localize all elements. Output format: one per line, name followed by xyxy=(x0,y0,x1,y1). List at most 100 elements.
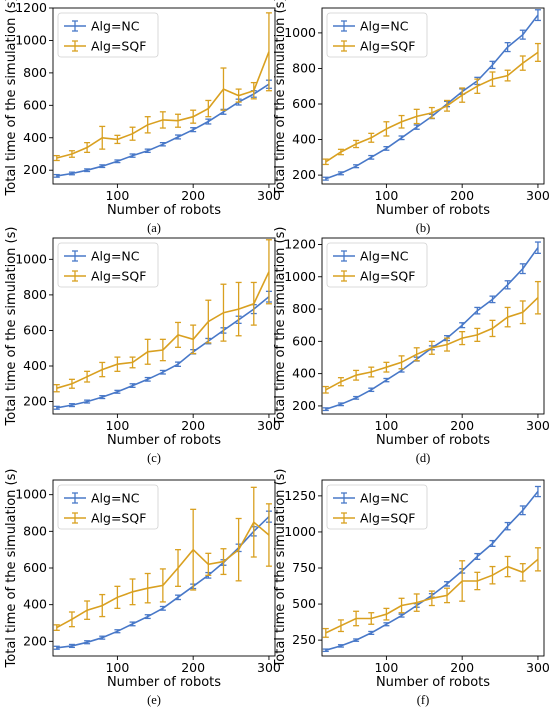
panel-caption: (b) xyxy=(416,221,431,235)
y-axis-label: Total time of the simulation (s) xyxy=(273,227,288,427)
series-line xyxy=(56,296,270,409)
x-tick-label: 200 xyxy=(450,188,474,203)
x-tick-label: 300 xyxy=(257,660,281,675)
series-line xyxy=(56,271,270,389)
panel-f: 100 200 300 250 500 750 1000 1250 Number of robo… xyxy=(273,469,550,707)
y-tick-label: 1000 xyxy=(284,524,316,539)
y-axis-label: Total time of the simulation (s) xyxy=(273,469,288,669)
legend: Alg=NC Alg=SQF xyxy=(57,12,159,58)
y-tick-label: 800 xyxy=(23,523,47,538)
panel-e: 100 200 300 200 400 600 800 1000 Number of robot… xyxy=(4,469,281,707)
y-tick-label: 800 xyxy=(23,287,47,302)
y-tick-label: 1200 xyxy=(15,0,47,15)
y-tick-label: 1250 xyxy=(284,488,316,503)
x-tick-label: 200 xyxy=(181,188,205,203)
y-tick-label: 600 xyxy=(292,333,316,348)
panel-caption: (a) xyxy=(147,221,161,235)
x-tick-label: 200 xyxy=(450,660,474,675)
legend-label: Alg=NC xyxy=(91,19,140,34)
y-tick-label: 1000 xyxy=(284,25,316,40)
series-nc xyxy=(322,241,541,412)
y-tick-label: 800 xyxy=(292,60,316,75)
plot-frame xyxy=(321,7,545,185)
series-sqf xyxy=(53,12,272,162)
x-tick-label: 300 xyxy=(526,660,550,675)
y-tick-label: 200 xyxy=(23,162,47,177)
y-tick-label: 600 xyxy=(23,560,47,575)
y-tick-label: 400 xyxy=(23,130,47,145)
y-tick-label: 1000 xyxy=(284,269,316,284)
legend-label: Alg=NC xyxy=(360,491,409,506)
x-axis-label: Number of robots xyxy=(107,433,221,448)
x-tick-label: 200 xyxy=(181,660,205,675)
y-tick-label: 200 xyxy=(23,633,47,648)
x-axis-label: Number of robots xyxy=(107,675,221,690)
x-tick-label: 300 xyxy=(526,188,550,203)
panel-b: 100 200 300 200 400 600 800 1000 Number of robot… xyxy=(273,0,550,235)
panel-caption: (c) xyxy=(147,451,161,465)
y-tick-label: 200 xyxy=(292,167,316,182)
series-line xyxy=(325,558,539,634)
panel-caption: (d) xyxy=(416,451,431,465)
y-tick-label: 600 xyxy=(23,322,47,337)
series-nc xyxy=(53,79,272,178)
y-tick-label: 400 xyxy=(292,132,316,147)
x-tick-label: 100 xyxy=(105,188,129,203)
x-axis-label: Number of robots xyxy=(376,675,490,690)
x-tick-label: 200 xyxy=(181,418,205,433)
legend-label: Alg=SQF xyxy=(360,39,415,54)
x-tick-label: 100 xyxy=(105,418,129,433)
series-line xyxy=(56,520,270,629)
panel-d: 100 200 300 200 400 600 800 1000 1200 Number of r… xyxy=(273,227,550,465)
x-tick-label: 100 xyxy=(374,660,398,675)
series-sqf xyxy=(322,42,541,166)
y-tick-label: 1000 xyxy=(15,487,47,502)
x-tick-label: 300 xyxy=(257,188,281,203)
series-sqf xyxy=(53,486,272,631)
legend-label: Alg=NC xyxy=(91,491,140,506)
x-tick-label: 200 xyxy=(450,418,474,433)
legend: Alg=NC Alg=SQF xyxy=(57,242,159,288)
panel-a: 100 200 300 200 400 600 800 1000 1200 Number of r… xyxy=(4,0,281,235)
y-tick-label: 200 xyxy=(292,398,316,413)
y-tick-label: 750 xyxy=(292,560,316,575)
x-axis-label: Number of robots xyxy=(107,203,221,218)
legend-label: Alg=NC xyxy=(360,249,409,264)
y-axis-label: Total time of the simulation (s) xyxy=(4,469,19,669)
legend-label: Alg=SQF xyxy=(91,39,146,54)
y-axis-label: Total time of the simulation (s) xyxy=(273,0,288,196)
x-tick-label: 100 xyxy=(374,418,398,433)
legend-label: Alg=NC xyxy=(91,249,140,264)
y-tick-label: 500 xyxy=(292,596,316,611)
legend-label: Alg=SQF xyxy=(360,269,415,284)
y-tick-label: 800 xyxy=(292,301,316,316)
plot-frame xyxy=(52,237,276,415)
legend: Alg=NC Alg=SQF xyxy=(326,12,428,58)
legend: Alg=NC Alg=SQF xyxy=(57,484,159,530)
x-tick-label: 300 xyxy=(257,418,281,433)
legend: Alg=NC Alg=SQF xyxy=(326,242,428,288)
legend-label: Alg=SQF xyxy=(360,511,415,526)
series-line xyxy=(56,83,270,177)
panel-c: 100 200 300 200 400 600 800 1000 Number of robot… xyxy=(4,227,281,465)
y-tick-label: 400 xyxy=(23,597,47,612)
y-tick-label: 400 xyxy=(292,366,316,381)
y-axis-label: Total time of the simulation (s) xyxy=(4,227,19,427)
legend-label: Alg=SQF xyxy=(91,511,146,526)
panel-caption: (f) xyxy=(417,693,430,707)
series-line xyxy=(325,297,539,391)
panel-caption: (e) xyxy=(147,693,161,707)
y-tick-label: 800 xyxy=(23,65,47,80)
y-tick-label: 1200 xyxy=(284,236,316,251)
y-tick-label: 600 xyxy=(23,97,47,112)
series-line xyxy=(56,51,270,159)
y-tick-label: 200 xyxy=(23,394,47,409)
series-line xyxy=(325,51,539,163)
x-tick-label: 300 xyxy=(526,418,550,433)
legend-label: Alg=NC xyxy=(360,19,409,34)
series-sqf xyxy=(322,547,541,638)
legend: Alg=NC Alg=SQF xyxy=(326,484,428,530)
y-tick-label: 250 xyxy=(292,632,316,647)
plot-frame xyxy=(321,237,545,415)
